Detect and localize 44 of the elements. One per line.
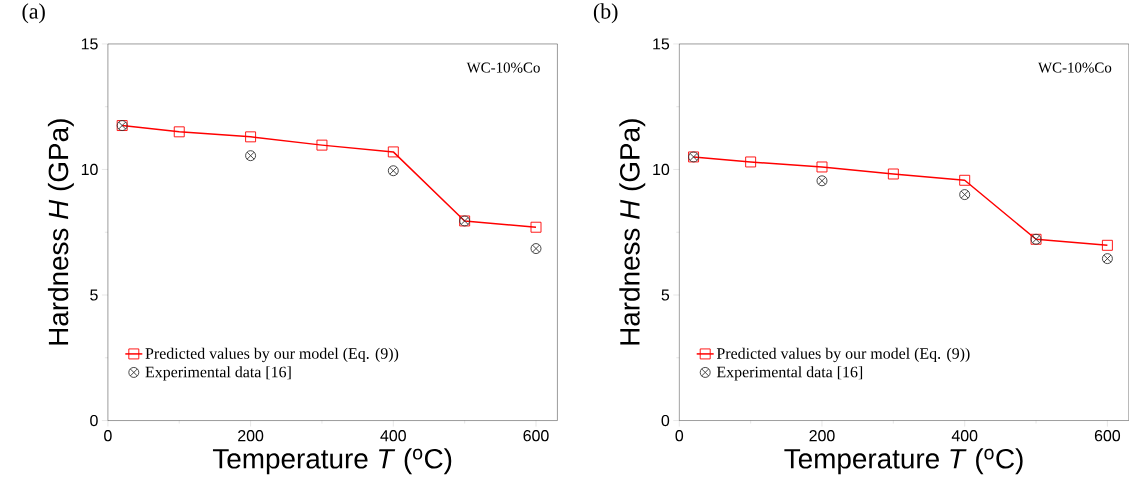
point bbox=[816, 175, 828, 186]
point bbox=[959, 188, 971, 200]
y-axis-title: Hardness H (GPa) bbox=[619, 119, 646, 345]
x-tick-label: 600 bbox=[523, 429, 549, 442]
legend-label: Predicted values by our model (Eq. (9)) bbox=[716, 347, 970, 362]
point bbox=[1101, 252, 1113, 264]
annotation: WC-10%Co bbox=[466, 62, 540, 73]
point bbox=[530, 242, 542, 254]
legend-label: Predicted values by our model (Eq. (9)) bbox=[145, 347, 399, 362]
legend-label: Experimental data [16] bbox=[145, 365, 291, 381]
y-tick-label: 0 bbox=[90, 414, 98, 426]
x-tick-label: 400 bbox=[951, 429, 978, 442]
x-tick-label: 600 bbox=[1094, 429, 1121, 442]
point bbox=[816, 161, 828, 173]
y-tick-label: 10 bbox=[81, 163, 98, 175]
x-tick-label: 400 bbox=[380, 429, 406, 442]
y-tick-label: 15 bbox=[653, 38, 670, 50]
y-axis-title: Hardness H (GPa) bbox=[47, 119, 74, 345]
y-tick-label: 10 bbox=[653, 163, 670, 175]
chart-title: (b) bbox=[593, 3, 618, 23]
point bbox=[1101, 239, 1113, 251]
annotation: WC-10%Co bbox=[1038, 62, 1112, 73]
y-tick-label: 0 bbox=[661, 414, 670, 426]
point bbox=[173, 126, 185, 138]
x-axis-title: Temperature T ($^{o}$C) bbox=[784, 447, 1023, 474]
x-axis-title: Temperature T ($^{o}$C) bbox=[212, 447, 452, 474]
point bbox=[387, 165, 399, 176]
point bbox=[530, 221, 542, 233]
point bbox=[245, 149, 257, 161]
point bbox=[387, 146, 399, 158]
point bbox=[959, 174, 971, 186]
point bbox=[887, 168, 899, 180]
point bbox=[245, 131, 257, 143]
x-tick-label: 0 bbox=[104, 429, 112, 442]
x-tick-label: 200 bbox=[238, 429, 264, 442]
point bbox=[745, 156, 757, 168]
y-tick-label: 15 bbox=[81, 38, 98, 50]
legend-label: Experimental data [16] bbox=[716, 365, 863, 381]
y-tick-label: 5 bbox=[661, 289, 670, 301]
x-tick-label: 0 bbox=[675, 429, 684, 442]
y-tick-label: 5 bbox=[90, 289, 98, 301]
chart-title: (a) bbox=[22, 3, 45, 23]
point bbox=[316, 139, 328, 151]
x-tick-label: 200 bbox=[809, 429, 835, 442]
